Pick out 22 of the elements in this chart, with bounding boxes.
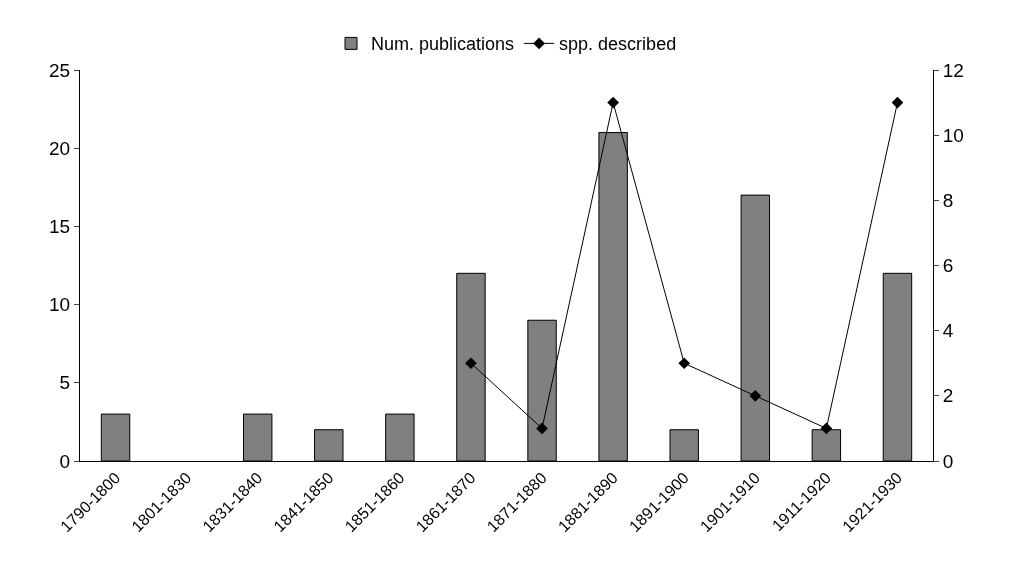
- point: [536, 422, 548, 435]
- y-tick-label: 20: [49, 137, 71, 159]
- point: [749, 389, 762, 402]
- point: [607, 96, 619, 109]
- y2-tick-label: 4: [942, 320, 954, 342]
- y-tick-label: 25: [49, 59, 71, 81]
- y-tick-label: 0: [59, 450, 71, 472]
- legend-label: Num. publications: [371, 34, 515, 55]
- point: [678, 357, 691, 370]
- point: [820, 422, 833, 435]
- y-tick-label: 15: [49, 216, 71, 238]
- point: [465, 357, 477, 370]
- y2-tick-label: 0: [942, 450, 954, 472]
- y2-tick-label: 2: [942, 385, 954, 407]
- point: [891, 96, 904, 109]
- y-tick-label: 10: [49, 294, 71, 316]
- legend-label: spp. described: [559, 34, 677, 55]
- y-tick-label: 5: [59, 372, 71, 394]
- y2-tick-label: 10: [942, 124, 964, 146]
- y2-tick-label: 12: [942, 59, 964, 81]
- y2-tick-label: 6: [942, 255, 954, 277]
- y2-tick-label: 8: [942, 189, 954, 211]
